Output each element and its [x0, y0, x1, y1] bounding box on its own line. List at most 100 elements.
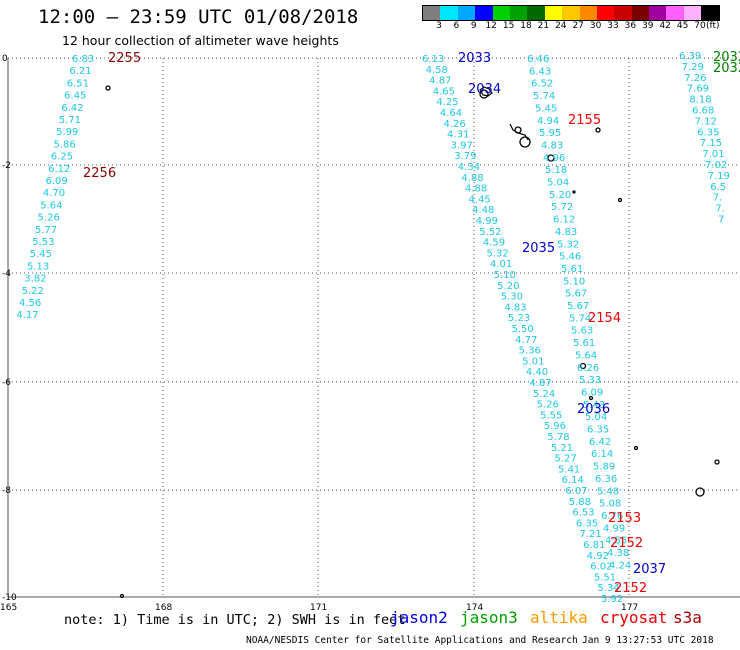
- note-text: note: 1) Time is in UTC; 2) SWH is in fe…: [64, 612, 406, 628]
- legend-swatch: [475, 6, 493, 20]
- legend-swatch: [596, 6, 615, 20]
- swh-value: 3.82: [24, 274, 46, 285]
- swh-value: 5.43: [583, 400, 605, 411]
- island-outline: [695, 487, 705, 497]
- time-label: 2256: [83, 166, 116, 181]
- y-tick-label: -4: [2, 269, 11, 279]
- swh-value: 6.09: [581, 387, 603, 398]
- swh-value: 5.10: [494, 270, 516, 281]
- island-outline: [714, 459, 720, 465]
- swh-value: 6.25: [51, 152, 73, 163]
- island-outline: [119, 593, 125, 599]
- swh-value: 4.58: [426, 65, 448, 76]
- swh-value: 5.55: [540, 410, 562, 421]
- swh-value: 5.20: [549, 190, 571, 201]
- swh-value: 6.81: [583, 540, 605, 551]
- swh-value: 7.29: [682, 62, 704, 73]
- swh-value: 5.77: [35, 225, 57, 236]
- swh-value: 7.19: [708, 171, 730, 182]
- swh-value: 5.61: [573, 338, 595, 349]
- legend-label: 70: [694, 21, 706, 31]
- legend-label: 3: [436, 21, 442, 31]
- swh-value: 5.32: [486, 248, 508, 259]
- swh-value: 5.52: [479, 227, 501, 238]
- x-tick-label: 171: [310, 603, 327, 613]
- swh-value: 6.12: [48, 164, 70, 175]
- island-outline: [588, 395, 594, 401]
- island-outline: [579, 362, 587, 370]
- swh-value: 5.96: [544, 421, 566, 432]
- swh-value: 4.70: [43, 188, 65, 199]
- swh-value: 4.59: [483, 238, 505, 249]
- swh-value: 5.63: [571, 326, 593, 337]
- swh-value: 6.35: [576, 518, 598, 529]
- island-outline: [509, 123, 529, 141]
- swh-value: 5.67: [567, 301, 589, 312]
- swh-value: 4.48: [472, 205, 494, 216]
- swh-value: 4.99: [476, 216, 498, 227]
- legend-label: 39: [642, 21, 654, 31]
- legend-label: 12: [485, 21, 497, 31]
- swh-value: 6.12: [553, 215, 575, 226]
- legend-swatch: [683, 6, 702, 20]
- swh-value: 5.78: [547, 432, 569, 443]
- time-label: 2153: [608, 511, 641, 526]
- swh-value: 4.56: [19, 298, 41, 309]
- legend-label: 36: [624, 21, 637, 31]
- swh-value: 4.40: [526, 367, 548, 378]
- x-tick-label: 168: [155, 603, 172, 613]
- swh-value: 5.13: [27, 261, 49, 272]
- swh-value: 6.43: [529, 66, 551, 77]
- swh-value: 5.67: [565, 289, 587, 300]
- swh-value: 5.45: [535, 103, 557, 114]
- island-outline: [519, 136, 531, 148]
- legend-label: 30: [589, 21, 602, 31]
- altimeter-tracks: 6.836.216.516.456.425.715.995.866.256.12…: [16, 51, 730, 605]
- time-labels: 2255 2256 2033 2034 2035 2036 2037 2155 2154 2153…: [83, 50, 740, 596]
- swh-value: 6.5: [710, 182, 726, 193]
- legend-label: 33: [607, 21, 619, 31]
- y-tick-label: -6: [2, 378, 11, 388]
- swh-value: 5.08: [599, 499, 621, 510]
- island-outline: [572, 190, 576, 194]
- swh-value: 5.04: [547, 178, 569, 189]
- swh-value: 6.21: [69, 66, 91, 77]
- time-label: 2255: [108, 51, 141, 66]
- swh-value: 4.01: [490, 259, 512, 270]
- swh-value: 6.09: [46, 176, 68, 187]
- swh-value: 6.68: [692, 106, 714, 117]
- swh-value: 6.35: [587, 425, 609, 436]
- swh-value: 6.36: [595, 474, 617, 485]
- swh-value: 3.79: [454, 151, 476, 162]
- swh-value: 5.22: [22, 286, 44, 297]
- satellite-label-jason3: jason3: [460, 608, 518, 627]
- island-outline: [105, 85, 111, 91]
- swh-value: 5.48: [597, 486, 619, 497]
- swh-value: 5.89: [593, 462, 615, 473]
- satellite-label-s3a: s3a: [673, 608, 702, 627]
- island-outline: [479, 89, 489, 99]
- swh-value: 4.88: [465, 184, 487, 195]
- swh-value: 5.36: [519, 346, 541, 357]
- swh-value: 5.88: [569, 497, 591, 508]
- time-label: 2034: [468, 82, 501, 97]
- time-label: 2035: [522, 241, 555, 256]
- swh-value: 5.64: [575, 350, 597, 361]
- swh-value: 5.50: [512, 324, 534, 335]
- axis-ticks: 165 168 171 174 177 0 -2 -4 -6 -8 -10: [0, 54, 638, 613]
- swh-value: 5.26: [537, 400, 559, 411]
- legend-swatch: [614, 6, 632, 20]
- swh-value: 6.42: [61, 103, 83, 114]
- swh-value: 5.30: [501, 292, 523, 303]
- time-label: 2037: [633, 562, 666, 577]
- swh-value: 6.35: [697, 127, 719, 138]
- swh-value: 7.02: [705, 160, 727, 171]
- time-label: 2036: [577, 402, 610, 417]
- swh-value: 7.01: [702, 149, 724, 160]
- satellite-label-altika: altika: [530, 608, 588, 627]
- swh-value: 6.14: [591, 449, 613, 460]
- island-outline: [633, 445, 639, 451]
- swh-value: 5.23: [508, 313, 530, 324]
